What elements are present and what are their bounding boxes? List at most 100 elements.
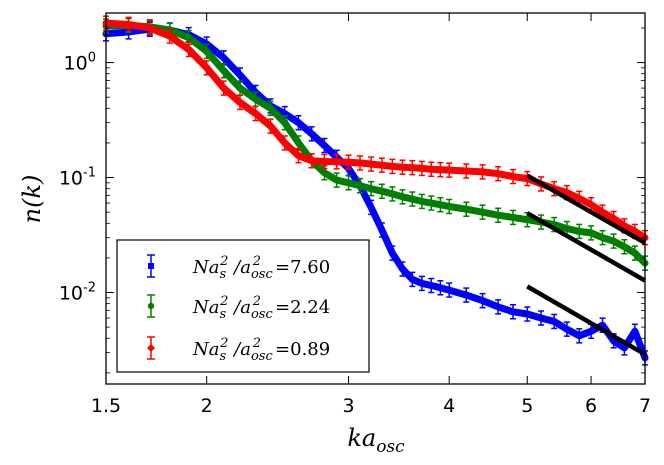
data-point-green xyxy=(267,100,274,117)
legend-label-blue: Nas2 /aosc2 =7.60 xyxy=(192,254,330,282)
fit-layer xyxy=(526,173,647,357)
data-point-red xyxy=(509,168,516,185)
series-layer xyxy=(102,15,649,366)
y-tick-label: 10-2 xyxy=(59,281,96,305)
data-point-green xyxy=(599,229,606,246)
x-tick-label: 2 xyxy=(201,395,213,417)
data-point-blue xyxy=(537,310,544,326)
data-point-blue xyxy=(509,304,516,320)
data-point-red xyxy=(409,159,416,176)
data-point-red xyxy=(252,105,259,122)
x-axis-label: kaosc xyxy=(347,424,405,457)
data-point-blue xyxy=(389,245,396,261)
x-tick-label: 1.5 xyxy=(91,395,121,417)
legend-marker-circle xyxy=(147,294,155,318)
data-point-red xyxy=(463,163,470,179)
data-point-blue xyxy=(576,328,583,344)
data-point-red xyxy=(321,153,328,170)
legend-label-green: Nas2 /aosc2 =2.24 xyxy=(192,294,330,322)
data-point-green xyxy=(479,204,486,220)
data-point-red xyxy=(357,155,364,171)
data-point-blue xyxy=(428,277,435,294)
data-point-red xyxy=(203,60,210,76)
data-point-blue xyxy=(551,313,558,330)
data-point-green xyxy=(418,193,425,210)
legend-entry-green: Nas2 /aosc2 =2.24 xyxy=(147,294,330,322)
data-point-blue xyxy=(378,222,385,238)
data-point-green xyxy=(463,201,470,217)
data-point-green xyxy=(409,191,416,207)
data-point-red xyxy=(389,158,396,175)
data-point-red xyxy=(368,156,375,172)
data-point-red xyxy=(237,94,244,111)
data-point-blue xyxy=(631,323,638,340)
tick-layer: 1.5 2 3 4 5 6 7 100 10-1 10-2 xyxy=(59,13,651,417)
data-point-blue xyxy=(308,126,315,142)
data-point-red xyxy=(446,162,453,178)
data-point-green xyxy=(446,198,453,215)
data-point-green xyxy=(281,114,288,131)
data-point-blue xyxy=(463,287,470,303)
data-point-green xyxy=(399,189,406,205)
data-point-red xyxy=(220,80,227,96)
data-point-blue xyxy=(368,199,375,216)
fit-line-blue xyxy=(526,284,647,357)
data-point-red xyxy=(295,147,302,164)
data-point-green xyxy=(610,233,617,249)
data-point-blue xyxy=(524,306,531,322)
data-point-red xyxy=(495,165,502,182)
fit-line-red xyxy=(526,173,647,245)
data-point-blue xyxy=(418,275,425,292)
data-point-red xyxy=(378,157,385,173)
plot-frame xyxy=(105,12,646,385)
data-point-green xyxy=(428,195,435,211)
data-point-green xyxy=(333,172,340,188)
data-point-green xyxy=(389,186,396,202)
data-point-blue xyxy=(479,292,486,309)
data-point-green xyxy=(345,175,352,191)
legend-marker-diamond xyxy=(147,336,155,360)
data-point-blue xyxy=(437,279,444,296)
data-point-blue xyxy=(399,261,406,277)
data-point-red xyxy=(308,152,315,169)
data-point-green xyxy=(621,239,628,255)
data-point-green xyxy=(495,207,502,223)
x-tick-label: 7 xyxy=(639,395,651,417)
y-tick-label: 100 xyxy=(64,51,96,75)
data-point-red xyxy=(437,161,444,178)
data-point-red xyxy=(166,28,173,44)
data-point-blue xyxy=(495,299,502,315)
data-point-green xyxy=(368,180,375,197)
data-point-green xyxy=(631,245,638,261)
data-point-red xyxy=(399,159,406,175)
data-point-red xyxy=(146,20,153,36)
legend-frame xyxy=(116,239,370,373)
legend-entry-blue: Nas2 /aosc2 =7.60 xyxy=(147,254,330,282)
data-point-green xyxy=(576,223,583,240)
data-point-blue xyxy=(409,271,416,288)
data-point-green xyxy=(509,209,516,226)
x-tick-label: 3 xyxy=(342,395,354,417)
x-tick-label: 4 xyxy=(443,395,455,417)
data-point-green xyxy=(588,225,595,241)
data-point-red xyxy=(185,41,192,58)
legend-marker-square xyxy=(147,254,155,278)
data-point-green xyxy=(220,62,227,79)
x-tick-label: 5 xyxy=(521,395,533,417)
data-point-red xyxy=(428,161,435,178)
x-tick-label: 6 xyxy=(585,395,597,417)
data-point-blue xyxy=(563,321,570,337)
data-point-red xyxy=(524,170,531,187)
legend-label-red: Nas2 /aosc2 =0.89 xyxy=(192,336,330,364)
data-point-red xyxy=(281,135,288,151)
data-point-green xyxy=(203,43,210,60)
legend: Nas2 /aosc2 =7.60 Nas2 /aosc2 =2.24 Nas2 /ao… xyxy=(116,239,370,373)
data-point-green xyxy=(437,196,444,213)
data-point-blue xyxy=(446,282,453,298)
y-tick-label: 10-1 xyxy=(59,166,96,190)
data-point-red xyxy=(267,118,274,134)
data-point-red xyxy=(418,160,425,177)
fit-line-green xyxy=(526,211,647,283)
data-point-green xyxy=(378,183,385,199)
